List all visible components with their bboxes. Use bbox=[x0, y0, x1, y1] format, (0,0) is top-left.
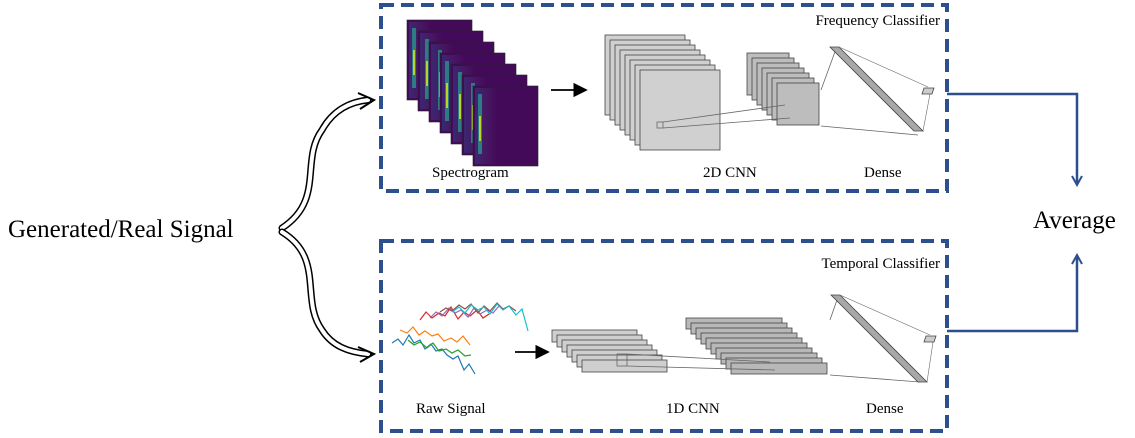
conv1d-deep-map bbox=[730, 362, 828, 375]
spectrogram-peak bbox=[479, 116, 481, 141]
cnn-2d-stack bbox=[604, 34, 820, 151]
raw-signal-plot bbox=[391, 302, 529, 375]
spectrogram-peak bbox=[459, 94, 461, 119]
signal-trace bbox=[429, 305, 500, 319]
signal-trace bbox=[451, 303, 529, 332]
dense-layer-temporal bbox=[830, 294, 937, 383]
conv2d-feature-map bbox=[639, 69, 721, 151]
spectrogram-label: Spectrogram bbox=[432, 165, 509, 181]
cnn-1d-stack-b bbox=[685, 317, 828, 375]
temporal-classifier-title: Temporal Classifier bbox=[822, 256, 941, 272]
input-label: Generated/Real Signal bbox=[8, 216, 234, 243]
raw-signal-label: Raw Signal bbox=[416, 401, 486, 417]
output-arrows bbox=[947, 92, 1077, 333]
frequency-classifier-box bbox=[379, 3, 949, 193]
signal-trace bbox=[391, 333, 476, 375]
spectrogram-peak bbox=[413, 50, 415, 75]
dense-layer-freq bbox=[829, 46, 935, 132]
dense-temporal-label: Dense bbox=[866, 401, 904, 417]
temporal-classifier-box bbox=[379, 239, 949, 433]
cnn1d-label: 1D CNN bbox=[666, 401, 720, 417]
spectrogram-peak bbox=[446, 83, 448, 108]
spectrogram-peak bbox=[426, 61, 428, 86]
cnn-1d-stack-a bbox=[551, 329, 668, 373]
cnn2d-label: 2D CNN bbox=[703, 165, 757, 181]
frequency-classifier-title: Frequency Classifier bbox=[815, 13, 940, 29]
signal-trace bbox=[399, 326, 471, 346]
signal-trace bbox=[439, 302, 517, 314]
spectrogram-stack bbox=[406, 19, 539, 167]
conv2d-pooled-map bbox=[776, 82, 820, 126]
signal-trace bbox=[407, 339, 472, 357]
branch-arrows bbox=[278, 92, 377, 363]
dense-freq-label: Dense bbox=[864, 165, 902, 181]
conv2d-projection-lines bbox=[656, 48, 919, 136]
average-label: Average bbox=[1033, 207, 1116, 234]
